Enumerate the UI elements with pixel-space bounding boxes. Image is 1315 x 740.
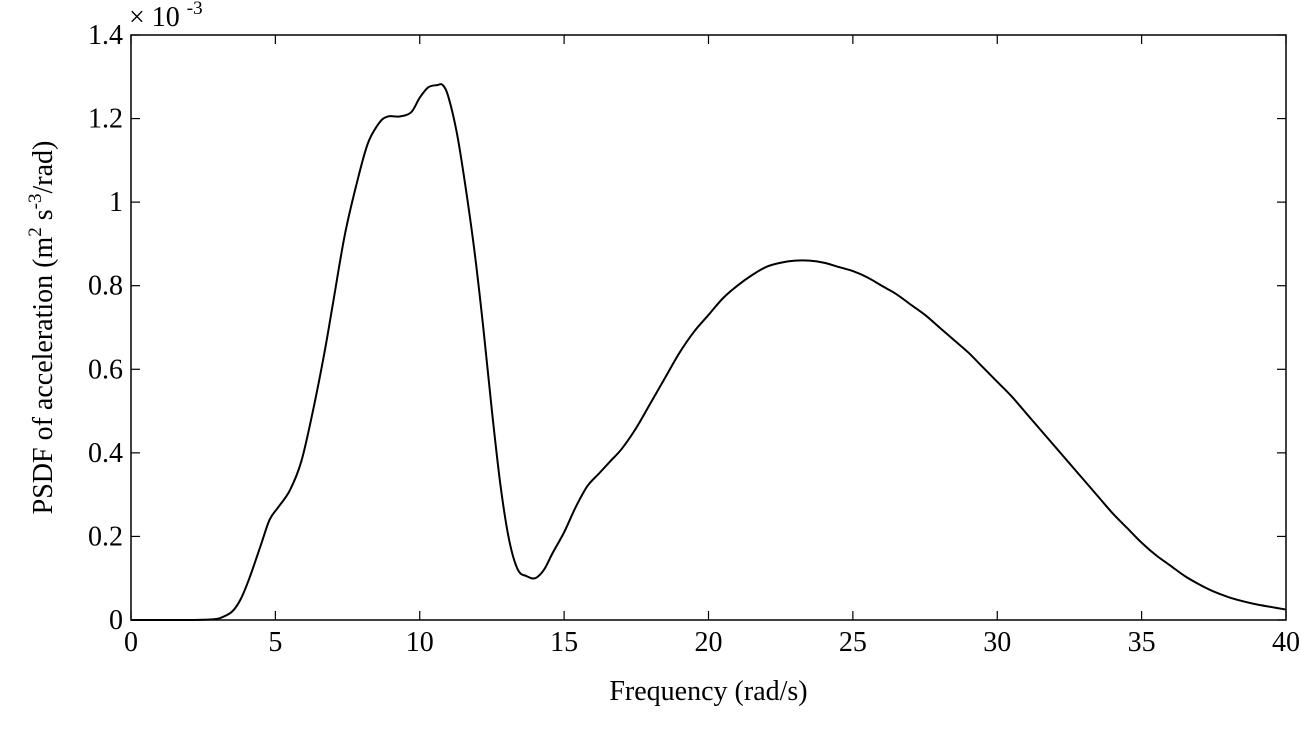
psdf-series-line [131, 83, 1287, 622]
x-tick-label: 10 [406, 627, 434, 658]
y-label-mid: s [28, 209, 59, 227]
y-tick-label: 0.4 [88, 438, 123, 469]
y-axis-label: PSDF of acceleration (m2 s-3/rad) [25, 141, 59, 515]
y-label-prefix: PSDF of acceleration (m [28, 237, 59, 515]
y-tick-label: 1.2 [88, 104, 123, 135]
y-tick-label: 0.2 [88, 521, 123, 552]
x-tick-label: 5 [268, 627, 282, 658]
x-tick-label: 40 [1272, 627, 1300, 658]
x-tick-label: 15 [550, 627, 578, 658]
x-axis-ticks [130, 35, 1287, 620]
plot-area-frame [130, 34, 1287, 621]
y-multiplier-label: × 10 -3 [129, 0, 203, 33]
y-axis-ticks [131, 34, 1286, 621]
y-tick-label: 0.6 [88, 354, 123, 385]
y-label-sup1: 2 [25, 227, 46, 237]
y-multiplier-base: × 10 [129, 2, 180, 33]
y-label-suffix: /rad) [28, 141, 59, 194]
x-axis-tick-labels: 0 5 10 15 20 25 30 35 40 [124, 627, 1300, 658]
y-tick-label: 0.8 [88, 271, 123, 302]
x-tick-label: 30 [983, 627, 1011, 658]
y-label-sup2: -3 [25, 194, 46, 210]
y-multiplier-exponent: -3 [187, 0, 203, 19]
x-tick-label: 20 [695, 627, 723, 658]
y-tick-label: 1.4 [88, 20, 123, 51]
x-tick-label: 25 [839, 627, 867, 658]
x-axis-label: Frequency (rad/s) [609, 676, 807, 707]
x-tick-label: 0 [124, 627, 138, 658]
y-axis-tick-labels: 0 0.2 0.4 0.6 0.8 1 1.2 1.4 [88, 20, 123, 636]
y-tick-label: 1 [109, 187, 123, 218]
x-tick-label: 35 [1128, 627, 1156, 658]
y-tick-label: 0 [109, 605, 123, 636]
